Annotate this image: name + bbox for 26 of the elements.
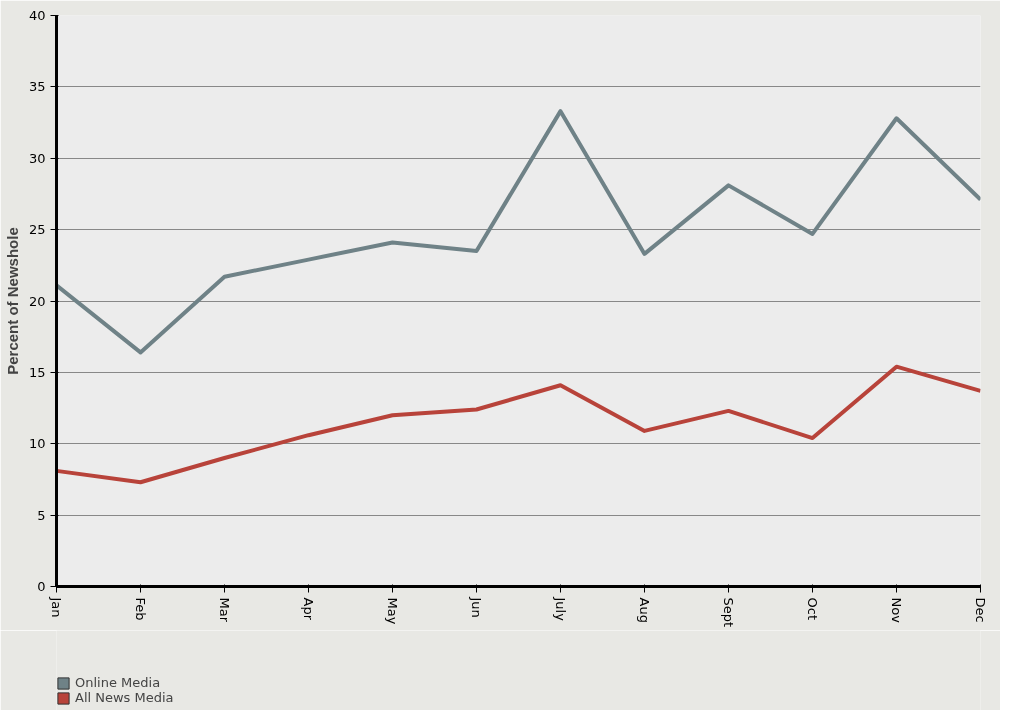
x-tick-label: Jan (49, 596, 64, 618)
x-tick-label: Nov (889, 597, 904, 624)
x-tick-label: Mar (217, 597, 232, 623)
y-axis-title: Percent of Newshole (3, 227, 21, 375)
line-series (56, 109, 981, 355)
y-tick-label: 15 (28, 364, 46, 380)
x-tick-label: Aug (637, 597, 652, 623)
x-tick-label: May (385, 597, 400, 625)
x-tick-label: Oct (805, 597, 820, 620)
line-series (56, 364, 981, 485)
legend-label: Online Media (75, 675, 161, 690)
x-tick-label: Apr (301, 597, 316, 621)
y-tick-label: 25 (28, 222, 46, 238)
y-tick-label: 5 (37, 507, 46, 523)
y-tick-label: 10 (28, 436, 46, 452)
x-tick-label: July (553, 596, 568, 622)
x-tick-label: Jun (469, 596, 484, 618)
x-tick-label: Feb (133, 597, 148, 621)
x-tick-label: Sept (721, 597, 736, 628)
y-tick-label: 40 (28, 8, 46, 23)
y-tick-label: 20 (28, 293, 46, 309)
legend-label: All News Media (75, 690, 174, 705)
y-tick-label: 0 (37, 579, 46, 594)
y-tick-label: 30 (28, 150, 46, 166)
x-tick-label: Dec (973, 597, 988, 623)
y-tick-label: 35 (28, 79, 46, 95)
